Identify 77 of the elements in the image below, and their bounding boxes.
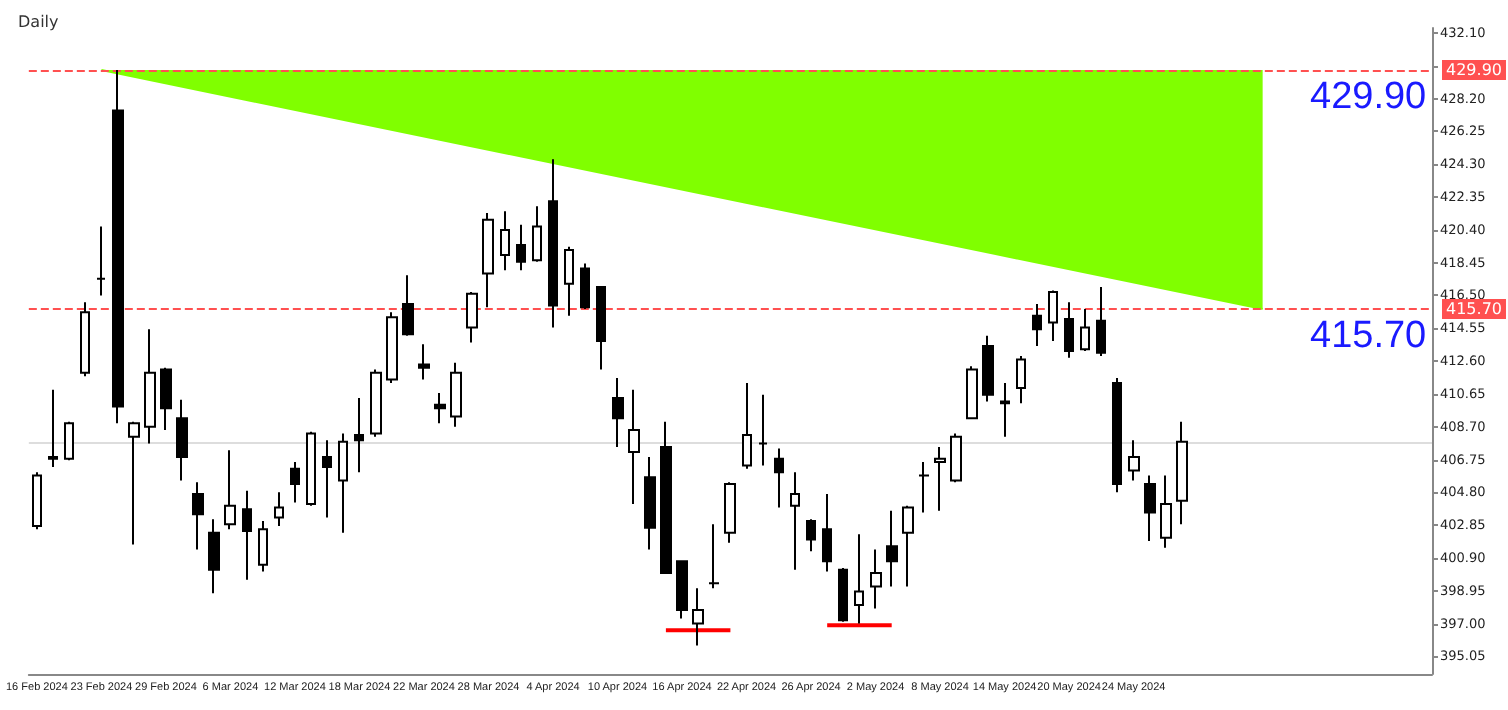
candlestick: [224, 449, 236, 531]
candlestick: [160, 366, 172, 432]
candlestick: [370, 368, 382, 438]
candlestick: [950, 432, 962, 484]
candlestick: [676, 560, 688, 620]
candlestick: [128, 420, 140, 546]
candlestick: [806, 518, 816, 553]
candlestick: [886, 509, 898, 588]
candlestick: [822, 492, 832, 573]
annotation: 415.70: [1310, 314, 1427, 357]
candlestick: [242, 489, 252, 581]
candlestick: [466, 291, 478, 344]
candlestick: [1096, 286, 1106, 358]
candlestick: [112, 69, 124, 425]
candlestick: [516, 223, 526, 272]
candlestick: [660, 420, 672, 575]
candlestick: [596, 286, 606, 371]
candlestick: [902, 504, 914, 588]
candlestick: [64, 420, 74, 462]
candlestick: [176, 398, 188, 482]
candlestick: [1176, 420, 1188, 526]
candlestick: [482, 212, 494, 309]
candlestick: [854, 533, 864, 625]
candlestick: [1032, 302, 1042, 347]
candlestick: [918, 461, 930, 514]
candlestick: [724, 481, 736, 544]
candlestick: [644, 455, 656, 551]
candlestick: [790, 471, 800, 571]
annotation: 429.90: [1310, 76, 1427, 119]
candlestick: [580, 262, 590, 310]
candlestick: [1064, 301, 1074, 359]
candlestick: [48, 388, 58, 469]
candlestick: [934, 445, 946, 512]
chart-title: Daily: [18, 13, 60, 31]
candlestick: [564, 245, 574, 317]
candlestick: [612, 376, 624, 448]
candlestick: [870, 548, 882, 610]
candlestick: [32, 471, 42, 531]
candlestick: [386, 311, 398, 384]
candlestick: [450, 361, 462, 428]
candlestick: [338, 432, 348, 534]
candlestick: [982, 334, 994, 403]
candlestick: [742, 381, 752, 470]
candlestick: [274, 491, 284, 527]
candlestick: [1080, 307, 1090, 352]
candlestick: [628, 388, 640, 506]
candlestick: [306, 430, 316, 507]
ref-line-label: 429.90: [1446, 61, 1502, 80]
candlestick: [1160, 474, 1172, 549]
candlestick: [258, 519, 268, 573]
candlestick: [1144, 474, 1156, 543]
candlestick: [418, 343, 430, 381]
candlestick: [322, 439, 332, 519]
candlestick: [290, 461, 300, 504]
candlestick: [966, 365, 978, 420]
candlestick: [144, 328, 156, 445]
candlestick: [80, 301, 90, 378]
candlestick: [1128, 439, 1140, 482]
candlestick: [500, 210, 510, 272]
candlestick: [758, 393, 768, 467]
candlestick: [692, 587, 704, 647]
candlestick: [1000, 381, 1010, 438]
candlestick: [402, 274, 414, 337]
candlestick: [208, 518, 220, 595]
candlestick: [96, 225, 106, 297]
candlestick: [192, 481, 204, 551]
candlestick: [354, 397, 364, 474]
candlestick: [434, 392, 446, 425]
candlestick: [708, 523, 720, 590]
candlestick: [532, 205, 542, 263]
candlestick: [1016, 355, 1026, 405]
candlestick: [774, 447, 784, 509]
candlestick: [1048, 289, 1058, 342]
candlestick: [1112, 376, 1122, 494]
ref-line-label: 415.70: [1446, 299, 1502, 318]
candlestick: [838, 567, 848, 623]
candlestick: [548, 158, 558, 329]
